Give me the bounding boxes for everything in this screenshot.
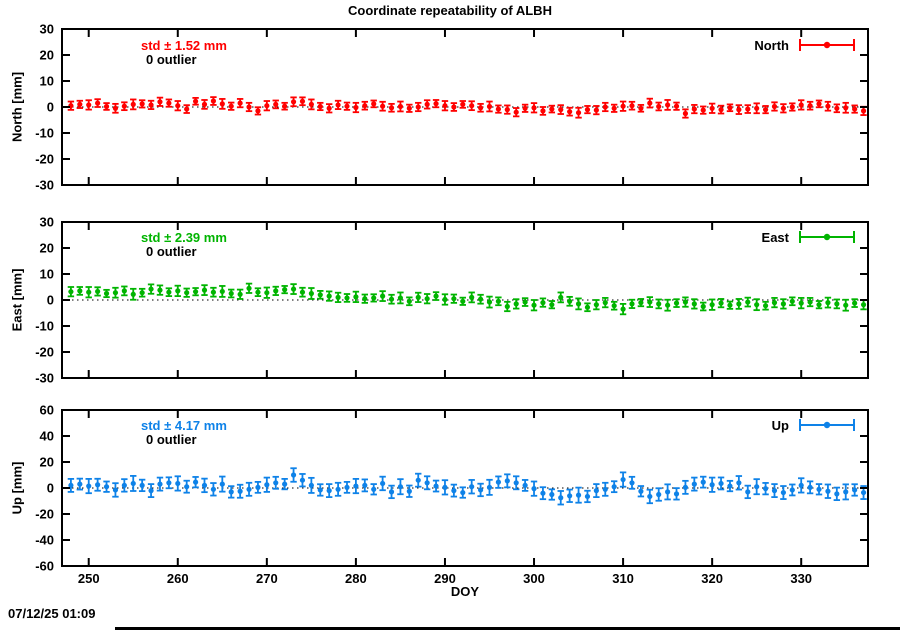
y-axis-title-up: Up [mm] <box>9 461 25 515</box>
svg-text:-60: -60 <box>35 559 54 574</box>
svg-text:30: 30 <box>40 22 54 37</box>
timestamp: 07/12/25 01:09 <box>8 606 96 621</box>
svg-text:0: 0 <box>47 481 54 496</box>
svg-text:300: 300 <box>523 571 545 586</box>
errorbar-sample-icon <box>799 419 855 431</box>
svg-text:10: 10 <box>40 267 54 282</box>
errorbar-sample-icon <box>799 39 855 51</box>
page-title: Coordinate repeatability of ALBH <box>348 3 552 18</box>
std-annotation-east: std ± 2.39 mm <box>141 230 227 245</box>
svg-text:-20: -20 <box>35 507 54 522</box>
svg-text:-10: -10 <box>35 319 54 334</box>
svg-text:60: 60 <box>40 403 54 418</box>
svg-text:-40: -40 <box>35 533 54 548</box>
svg-text:330: 330 <box>790 571 812 586</box>
legend-up: Up <box>772 416 856 434</box>
svg-text:0: 0 <box>47 100 54 115</box>
y-axis-title-east: East [mm] <box>9 268 25 332</box>
svg-text:20: 20 <box>40 48 54 63</box>
outlier-annotation-up: 0 outlier <box>146 432 197 447</box>
bottom-edge-bar <box>115 627 900 630</box>
outlier-annotation-north: 0 outlier <box>146 52 197 67</box>
legend-north: North <box>754 36 856 54</box>
std-annotation-up: std ± 4.17 mm <box>141 418 227 433</box>
svg-text:-20: -20 <box>35 345 54 360</box>
svg-text:-20: -20 <box>35 152 54 167</box>
std-annotation-north: std ± 1.52 mm <box>141 38 227 53</box>
legend-east: East <box>762 228 856 246</box>
svg-text:10: 10 <box>40 74 54 89</box>
errorbar-sample-icon <box>799 231 855 243</box>
y-axis-title-north: North [mm] <box>9 71 25 143</box>
svg-text:290: 290 <box>434 571 456 586</box>
svg-text:260: 260 <box>167 571 189 586</box>
svg-text:20: 20 <box>40 455 54 470</box>
svg-text:30: 30 <box>40 215 54 230</box>
svg-text:-30: -30 <box>35 178 54 193</box>
svg-text:20: 20 <box>40 241 54 256</box>
legend-label-north: North <box>754 37 789 53</box>
svg-text:250: 250 <box>78 571 100 586</box>
svg-text:-30: -30 <box>35 371 54 386</box>
svg-text:-10: -10 <box>35 126 54 141</box>
outlier-annotation-east: 0 outlier <box>146 244 197 259</box>
svg-text:40: 40 <box>40 429 54 444</box>
legend-label-up: Up <box>771 417 789 433</box>
x-axis-title: DOY <box>450 584 480 599</box>
svg-text:270: 270 <box>256 571 278 586</box>
svg-text:280: 280 <box>345 571 367 586</box>
svg-text:320: 320 <box>701 571 723 586</box>
legend-label-east: East <box>761 229 789 245</box>
svg-text:0: 0 <box>47 293 54 308</box>
svg-text:310: 310 <box>612 571 634 586</box>
